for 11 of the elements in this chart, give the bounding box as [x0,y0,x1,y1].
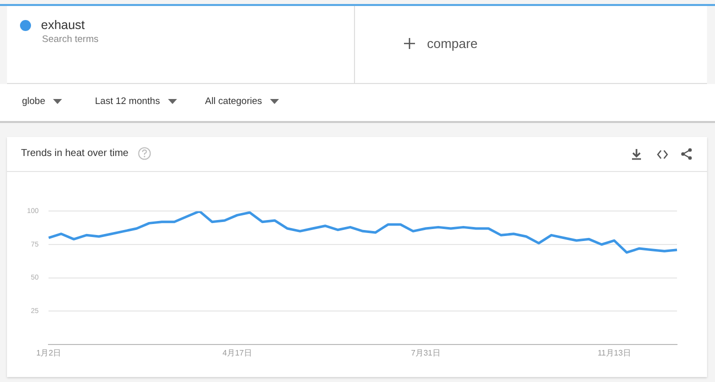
text: Last 12 months [95,96,160,107]
x-tick-label: 1月2日 [36,348,62,358]
text: Search terms [42,34,98,45]
x-tick-label: 4月17日 [222,348,252,358]
text: All categories [205,96,262,107]
x-tick-label: 7月31日 [410,348,440,358]
x-tick-label: 11月13日 [598,348,631,358]
legend-label: exhaust [41,18,85,32]
chart-title: Trends in heat over time [21,148,128,159]
text: globe [22,96,46,107]
text: compare [427,36,478,51]
